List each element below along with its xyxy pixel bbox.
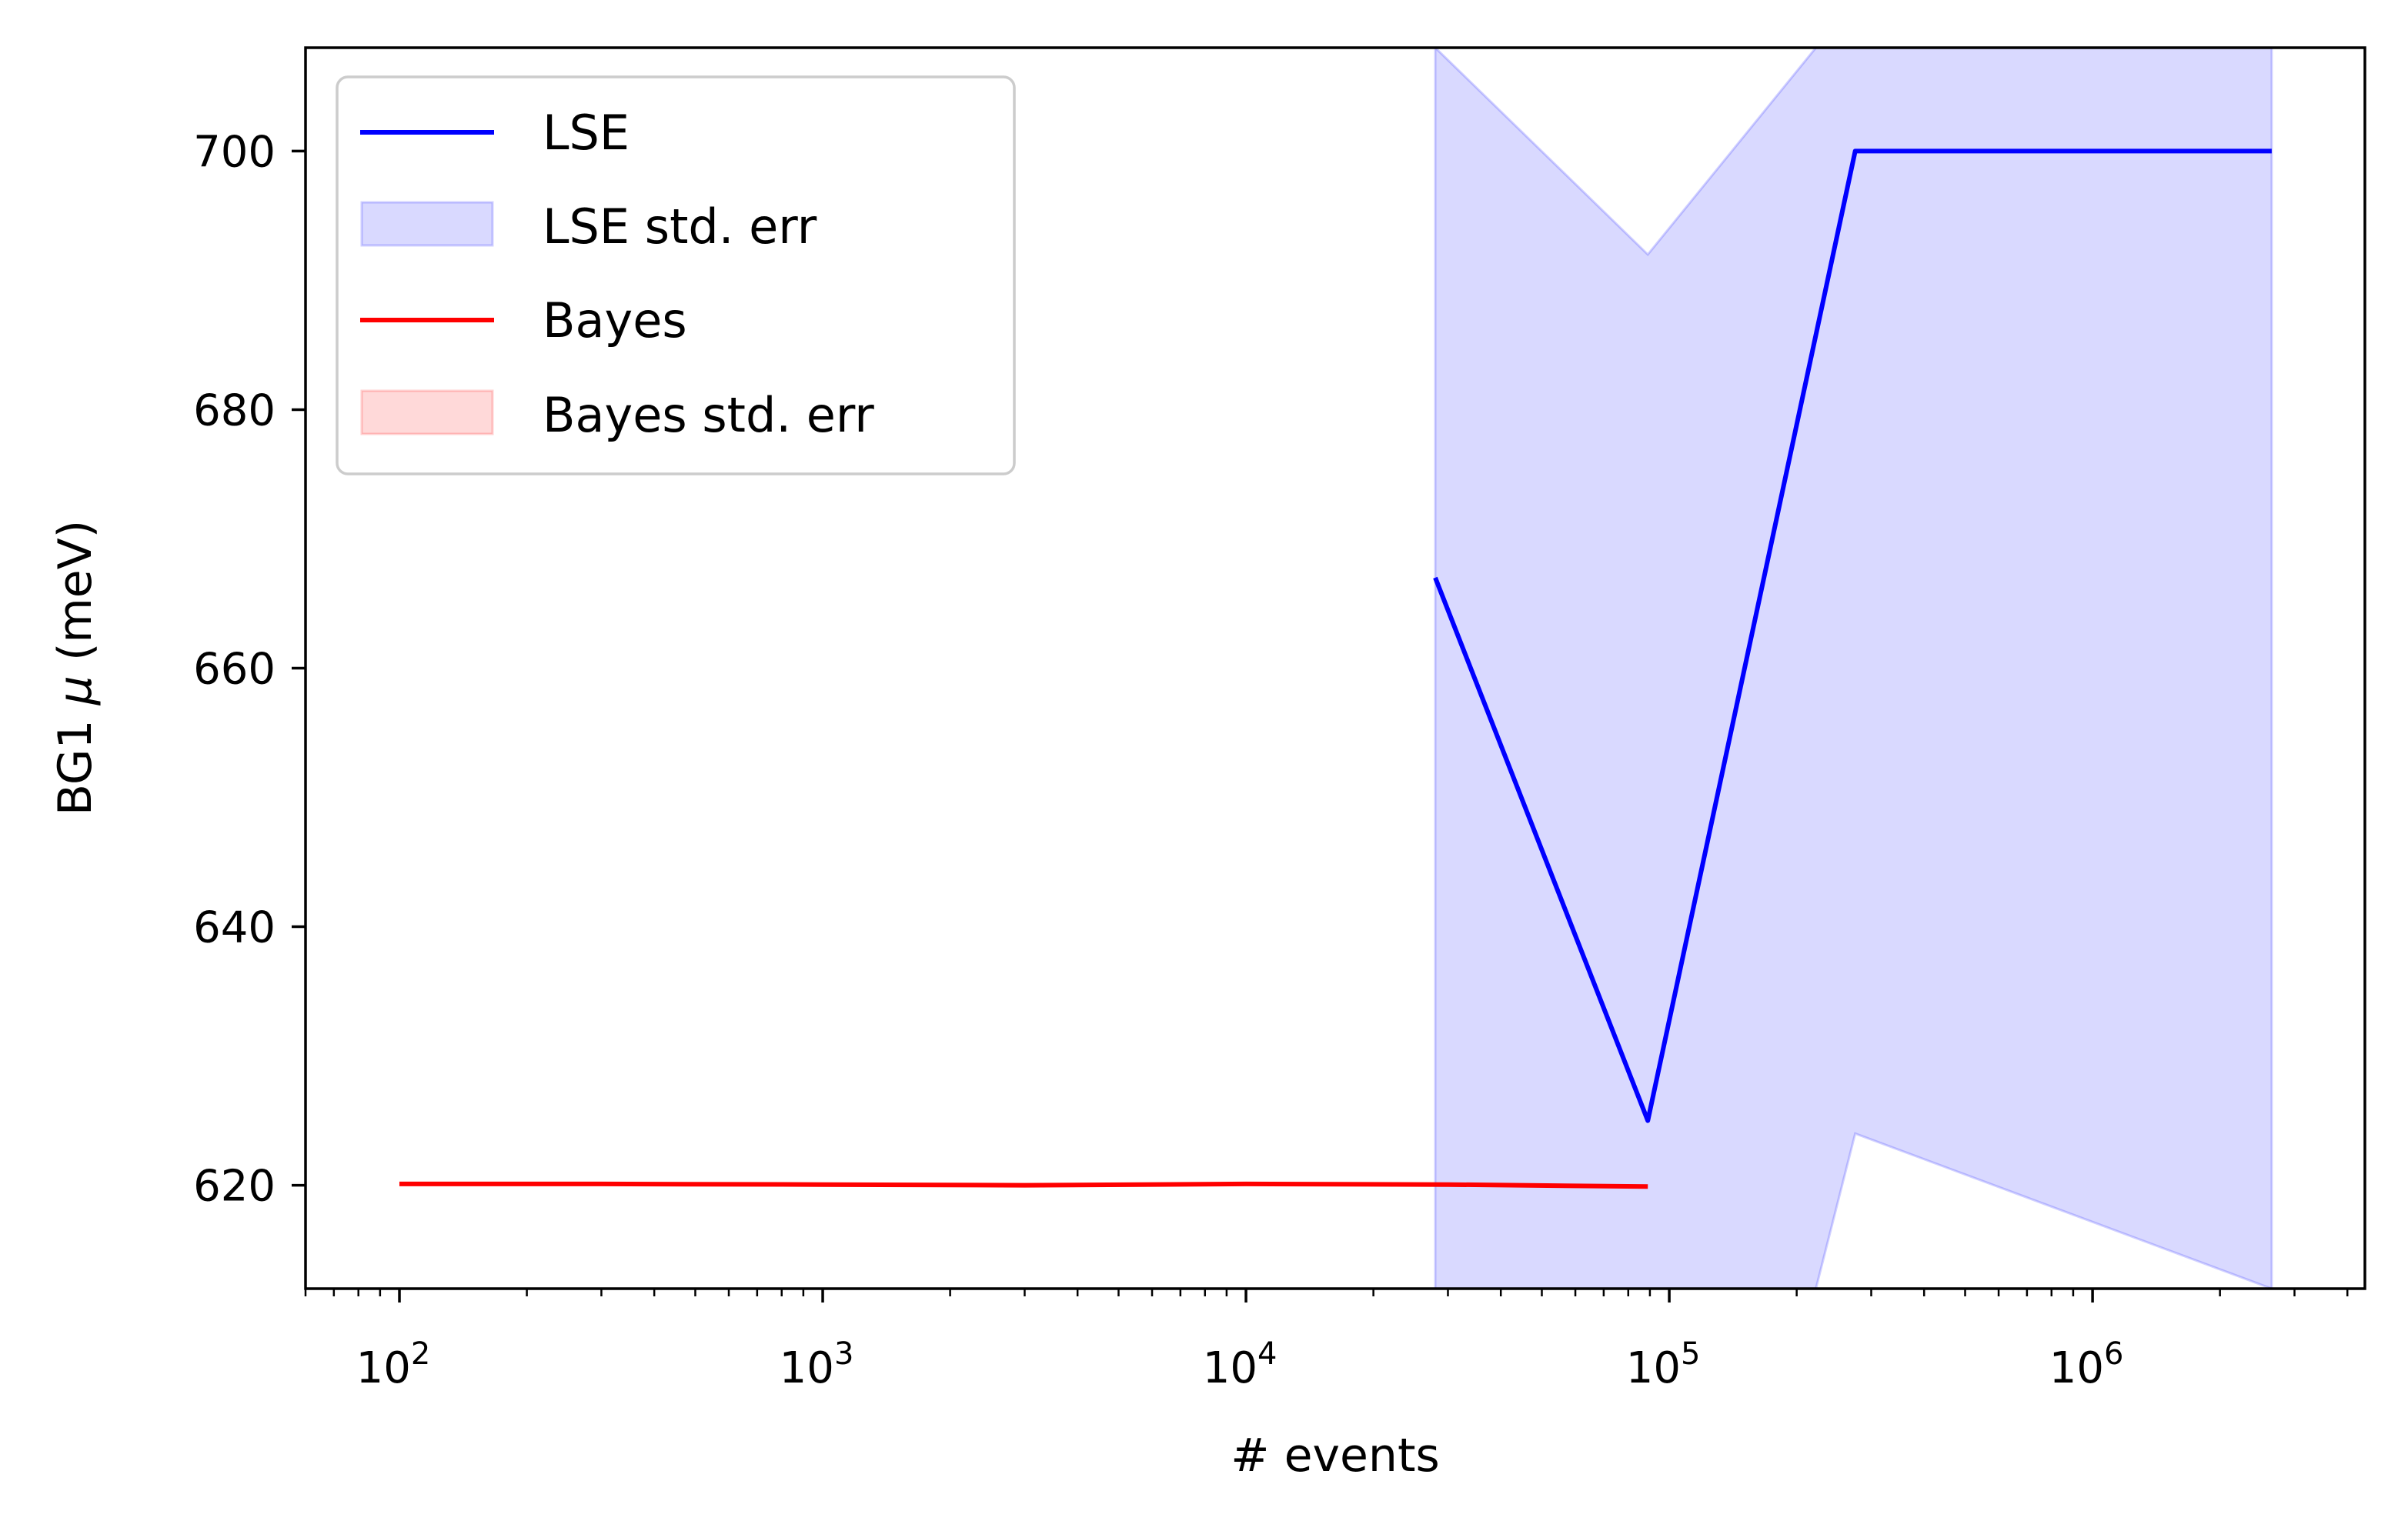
legend-frame xyxy=(336,75,1016,475)
legend-label-bayes: Bayes xyxy=(543,292,687,349)
y-tick-label: 640 xyxy=(193,903,276,953)
x-axis-title: # events xyxy=(1231,1429,1440,1483)
legend-label-bayes-std-err: Bayes std. err xyxy=(543,387,874,443)
plot-area xyxy=(399,48,2273,1289)
band-lse-std-err xyxy=(1434,48,2273,1289)
legend-entry-bayes: Bayes xyxy=(360,292,687,349)
y-axis-title-prefix: BG1 xyxy=(48,705,102,816)
y-axis-title-symbol: μ xyxy=(48,675,102,705)
y-axis-title-suffix: (meV) xyxy=(48,520,102,675)
std-err-bands xyxy=(1434,48,2273,1289)
y-tick-label: 700 xyxy=(193,127,276,177)
legend-swatch-lse-std-err xyxy=(360,201,494,247)
legend-swatch-bayes-std-err xyxy=(360,389,494,435)
x-tick-label: 104 xyxy=(1203,1336,1277,1393)
legend-entry-lse: LSE xyxy=(360,105,630,161)
legend-label-lse: LSE xyxy=(543,105,630,161)
x-tick-label: 102 xyxy=(356,1336,431,1393)
legend-entry-lse-std-err: LSE std. err xyxy=(360,198,817,255)
y-tick-label: 680 xyxy=(193,385,276,435)
y-tick-label: 660 xyxy=(193,645,276,695)
legend-label-lse-std-err: LSE std. err xyxy=(543,198,817,255)
series-line-bayes xyxy=(399,1181,1648,1189)
y-tick-label: 620 xyxy=(193,1162,276,1212)
x-tick-label: 103 xyxy=(780,1336,854,1393)
legend-entry-bayes-std-err: Bayes std. err xyxy=(360,387,874,443)
series-lines xyxy=(399,148,2272,1189)
legend: LSE LSE std. err Bayes Bayes std. err xyxy=(336,75,1016,475)
y-axis: 620 640 660 680 700 xyxy=(193,127,306,1212)
x-axis: 102 103 104 105 106 xyxy=(304,1289,2349,1393)
x-tick-label: 105 xyxy=(1626,1336,1701,1393)
y-axis-title: BG1 μ (meV) xyxy=(48,520,102,816)
series-line-lse xyxy=(1433,148,2272,1123)
x-tick-label: 106 xyxy=(2049,1336,2124,1393)
